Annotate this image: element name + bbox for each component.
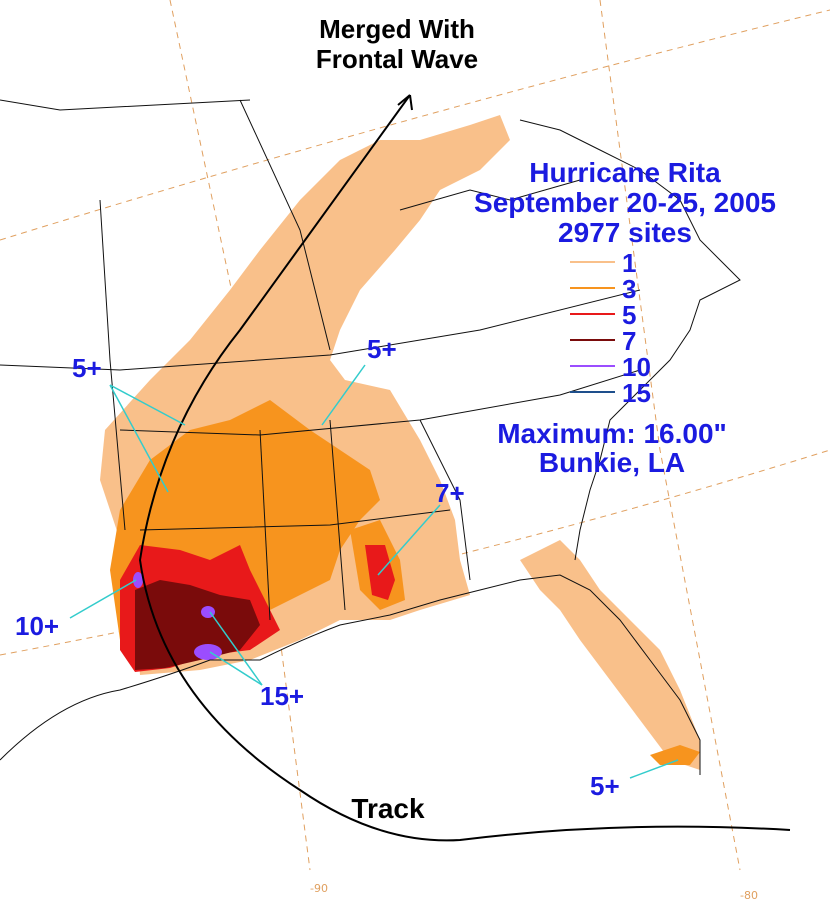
state-line-6 (99, 199, 126, 531)
pointer-5plus-ms (321, 364, 366, 426)
track-arrowhead (397, 94, 413, 111)
label-7plus: 7+ (435, 478, 465, 508)
legend-label-3: 3 (622, 274, 636, 304)
storm-track (138, 94, 791, 842)
meridian-80 (599, 0, 741, 871)
legend-block: Hurricane Rita September 20-25, 2005 297… (474, 157, 776, 478)
merged-line-1: Merged With (319, 14, 475, 44)
coastline-gulf (0, 574, 701, 775)
label-5plus-ms: 5+ (367, 334, 397, 364)
pointer-15plus-a (209, 611, 263, 686)
rainfall-shading (100, 115, 700, 770)
legend-label-15: 15 (622, 378, 651, 408)
rain-1-inch-fl (520, 540, 700, 770)
title-line-2: September 20-25, 2005 (474, 187, 776, 218)
tick-lon-90: -90 (310, 882, 328, 895)
maximum-location: Bunkie, LA (539, 447, 685, 478)
label-10plus: 10+ (15, 611, 59, 641)
state-line-1 (0, 289, 641, 371)
legend-label-1: 1 (622, 248, 636, 278)
state-line-3 (139, 509, 451, 531)
boundaries (0, 99, 741, 775)
pointer-7plus (377, 504, 441, 576)
title-line-1: Hurricane Rita (529, 157, 721, 188)
state-line-9 (419, 419, 471, 581)
rain-3-inch-fl (650, 745, 700, 765)
maximum-label: Maximum: 16.00" (497, 418, 727, 449)
rain-10-inch-c (133, 572, 143, 588)
state-line-10 (0, 99, 251, 111)
legend-label-10: 10 (622, 352, 651, 382)
pointer-15plus-b (209, 651, 263, 686)
pointer-10plus (69, 579, 137, 619)
annotations: Merged With Frontal Wave Track 5+ 5+ 7+ … (15, 14, 620, 824)
track-label: Track (351, 793, 425, 824)
meridian-90 (169, 0, 311, 871)
state-line-7 (239, 99, 331, 351)
label-15plus: 15+ (260, 681, 304, 711)
tick-lon-80: -80 (740, 889, 758, 902)
title-line-3: 2977 sites (558, 217, 692, 248)
pointer-5plus-a (109, 384, 186, 426)
track-line (138, 94, 791, 842)
coastline-atlantic (519, 119, 741, 561)
state-line-8 (399, 179, 581, 211)
legend-label-7: 7 (622, 326, 636, 356)
state-line-5 (259, 429, 271, 621)
pointers (69, 364, 679, 779)
label-5plus-west: 5+ (72, 353, 102, 383)
pointer-5plus-fl (629, 759, 679, 779)
parallel-45 (0, 9, 830, 241)
legend-label-5: 5 (622, 300, 636, 330)
merged-line-2: Frontal Wave (316, 44, 478, 74)
label-5plus-fl: 5+ (590, 771, 620, 801)
pointer-5plus-b (109, 384, 169, 493)
state-line-4 (329, 419, 346, 611)
